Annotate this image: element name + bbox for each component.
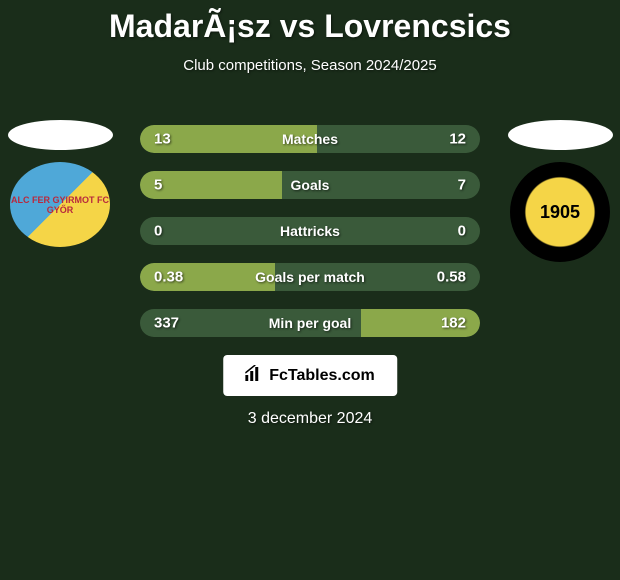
stat-value-right: 182 <box>441 315 466 332</box>
stat-value-left: 337 <box>154 315 179 332</box>
right-team-area: 1905 <box>500 120 620 262</box>
date-text: 3 december 2024 <box>248 410 373 428</box>
right-ellipse <box>508 120 613 150</box>
stat-value-left: 13 <box>154 131 171 148</box>
stat-value-right: 7 <box>458 177 466 194</box>
left-team-area: ALC FER GYIRMOT FC GYŐR <box>0 120 120 247</box>
left-ellipse <box>8 120 113 150</box>
stat-value-left: 5 <box>154 177 162 194</box>
page-title: MadarÃ¡sz vs Lovrencsics <box>0 0 620 45</box>
subtitle: Club competitions, Season 2024/2025 <box>0 57 620 74</box>
stat-value-right: 0.58 <box>437 269 466 286</box>
branding-box: FcTables.com <box>223 355 397 396</box>
stat-label: Goals <box>291 177 330 193</box>
branding-text: FcTables.com <box>269 367 375 385</box>
stat-row: 13 Matches 12 <box>140 125 480 153</box>
stat-row: 337 Min per goal 182 <box>140 309 480 337</box>
chart-icon <box>245 365 263 386</box>
stat-label: Min per goal <box>269 315 351 331</box>
right-club-badge: 1905 <box>510 162 610 262</box>
stat-value-right: 12 <box>449 131 466 148</box>
stat-value-left: 0 <box>154 223 162 240</box>
stat-row: 5 Goals 7 <box>140 171 480 199</box>
stat-label: Goals per match <box>255 269 365 285</box>
stat-row: 0 Hattricks 0 <box>140 217 480 245</box>
stat-value-left: 0.38 <box>154 269 183 286</box>
stat-value-right: 0 <box>458 223 466 240</box>
stat-label: Matches <box>282 131 338 147</box>
left-badge-text: ALC FER GYIRMOT FC GYŐR <box>10 195 110 215</box>
stat-label: Hattricks <box>280 223 340 239</box>
left-club-badge: ALC FER GYIRMOT FC GYŐR <box>10 162 110 247</box>
right-badge-year: 1905 <box>540 202 580 223</box>
stat-row: 0.38 Goals per match 0.58 <box>140 263 480 291</box>
stats-container: 13 Matches 12 5 Goals 7 0 Hattricks 0 0.38 Goals p… <box>140 125 480 355</box>
